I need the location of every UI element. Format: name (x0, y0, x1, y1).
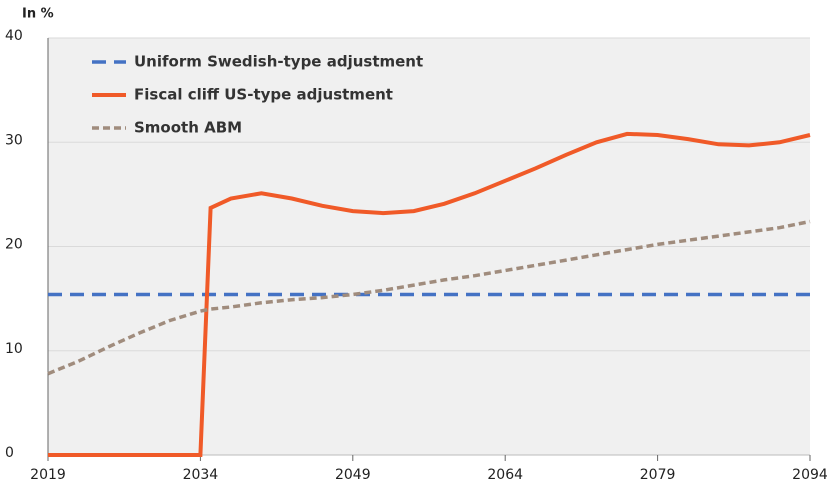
y-tick-label: 40 (5, 28, 23, 44)
x-tick-label: 2049 (335, 467, 371, 483)
y-tick-label: 30 (5, 132, 23, 148)
x-tick-label: 2064 (487, 467, 523, 483)
legend-label: Uniform Swedish-type adjustment (134, 53, 423, 71)
legend-label: Smooth ABM (134, 119, 242, 137)
legend-label: Fiscal cliff US-type adjustment (134, 86, 393, 104)
y-axis-label: In % (22, 7, 54, 22)
y-tick-label: 0 (5, 445, 14, 461)
x-tick-label: 2019 (30, 467, 66, 483)
x-tick-label: 2079 (640, 467, 676, 483)
x-tick-label: 2034 (183, 467, 219, 483)
y-tick-label: 20 (5, 237, 23, 253)
y-tick-label: 10 (5, 341, 23, 357)
x-tick-label: 2094 (792, 467, 828, 483)
series-line (48, 131, 811, 457)
series-line (47, 219, 811, 376)
